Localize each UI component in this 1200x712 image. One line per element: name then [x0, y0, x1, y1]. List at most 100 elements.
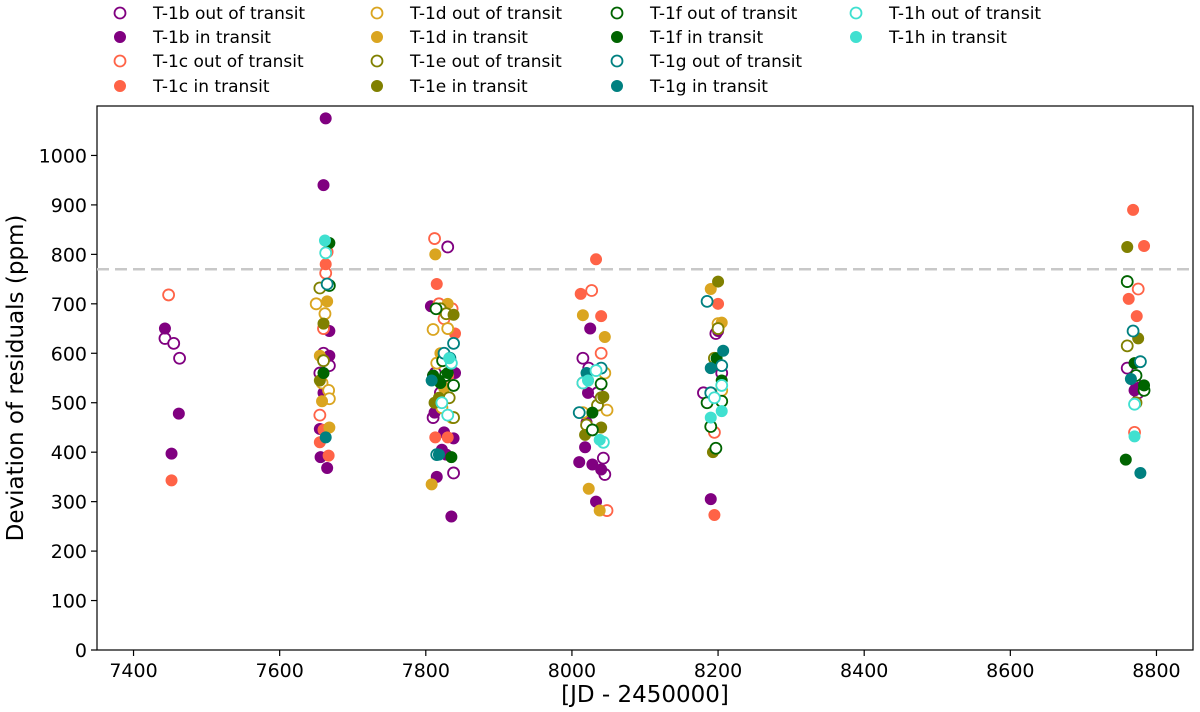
legend-label: T-1d in transit — [409, 28, 528, 48]
data-point — [704, 282, 717, 295]
data-point — [441, 408, 455, 422]
data-point — [1138, 379, 1151, 392]
data-point — [586, 406, 599, 419]
data-point — [319, 112, 332, 125]
data-point — [443, 352, 456, 365]
data-point — [1133, 355, 1147, 369]
y-tick-label: 100 — [51, 591, 87, 613]
data-point — [700, 294, 714, 308]
x-tick-label: 8800 — [1132, 660, 1180, 682]
data-point — [432, 448, 445, 461]
data-point — [441, 240, 455, 254]
x-tick-label: 8000 — [548, 660, 596, 682]
data-point — [165, 447, 178, 460]
data-point — [428, 232, 441, 245]
legend-label: T-1f in transit — [649, 28, 763, 48]
legend-label: T-1c out of transit — [152, 52, 304, 72]
data-point — [318, 307, 332, 321]
data-point — [322, 449, 335, 462]
data-point — [318, 234, 331, 247]
data-point — [574, 287, 587, 300]
data-point — [313, 408, 327, 422]
x-tick-label: 8600 — [986, 660, 1034, 682]
data-point — [1120, 275, 1134, 288]
legend-label: T-1h in transit — [888, 28, 1007, 48]
legend-marker — [113, 6, 127, 20]
data-point — [320, 277, 334, 291]
data-point — [704, 493, 717, 506]
legend-label: T-1e in transit — [409, 77, 528, 97]
plot-area — [96, 105, 1194, 651]
legend-label: T-1d out of transit — [409, 4, 562, 24]
data-point — [425, 374, 438, 387]
data-point — [425, 478, 438, 491]
data-point — [708, 391, 721, 405]
data-point — [715, 405, 728, 418]
data-point — [162, 288, 176, 302]
y-tick-label: 900 — [51, 195, 87, 217]
data-point — [711, 322, 725, 335]
data-point — [1121, 240, 1134, 253]
data-point — [447, 379, 460, 392]
data-point — [593, 433, 606, 446]
data-point — [709, 441, 723, 455]
data-point — [1126, 324, 1140, 338]
data-point — [165, 474, 178, 487]
y-tick-label: 400 — [51, 442, 87, 464]
legend-label: T-1g out of transit — [649, 52, 802, 72]
legend-label: T-1h out of transit — [888, 4, 1041, 24]
data-point — [323, 421, 336, 434]
data-point — [715, 359, 729, 373]
legend-marker — [610, 6, 624, 20]
legend-marker — [850, 31, 862, 43]
data-point — [582, 386, 595, 399]
data-point — [319, 246, 333, 260]
y-tick-label: 300 — [51, 492, 87, 514]
x-tick-label: 8200 — [694, 660, 742, 682]
legend-label: T-1b out of transit — [152, 4, 305, 24]
data-point — [573, 456, 586, 469]
data-point — [585, 423, 599, 437]
data-point — [584, 322, 597, 335]
data-point — [441, 322, 455, 335]
data-point — [441, 431, 454, 444]
data-point — [319, 258, 332, 271]
data-point — [1128, 397, 1141, 411]
legend-marker — [371, 31, 383, 43]
data-point — [319, 431, 332, 444]
data-point — [167, 336, 181, 350]
data-point — [585, 284, 599, 297]
data-point — [426, 323, 440, 336]
data-point — [717, 344, 730, 357]
data-point — [1120, 339, 1134, 353]
data-point — [309, 297, 323, 311]
data-point — [576, 351, 590, 365]
data-point — [447, 308, 460, 321]
data-point — [1130, 310, 1143, 323]
data-point — [708, 508, 721, 521]
data-point — [1119, 453, 1132, 466]
data-point — [582, 482, 595, 495]
data-point — [430, 278, 443, 291]
data-point — [435, 396, 449, 410]
legend-marker — [371, 80, 383, 92]
data-point — [316, 395, 329, 408]
data-point — [317, 354, 330, 368]
legend-marker — [113, 54, 127, 68]
data-point — [576, 309, 589, 322]
x-tick-label: 7400 — [109, 660, 157, 682]
data-point — [429, 431, 442, 444]
data-point — [1138, 239, 1151, 252]
x-tick-label: 7600 — [255, 660, 303, 682]
legend-marker — [114, 80, 126, 92]
data-point — [1134, 466, 1147, 479]
data-point — [1127, 203, 1140, 216]
data-point — [595, 463, 608, 476]
data-point — [317, 367, 330, 380]
data-point — [1128, 430, 1141, 443]
y-tick-label: 700 — [51, 294, 87, 316]
legend-label: T-1c in transit — [152, 77, 270, 97]
data-point — [704, 362, 717, 375]
legend-label: T-1b in transit — [152, 28, 271, 48]
